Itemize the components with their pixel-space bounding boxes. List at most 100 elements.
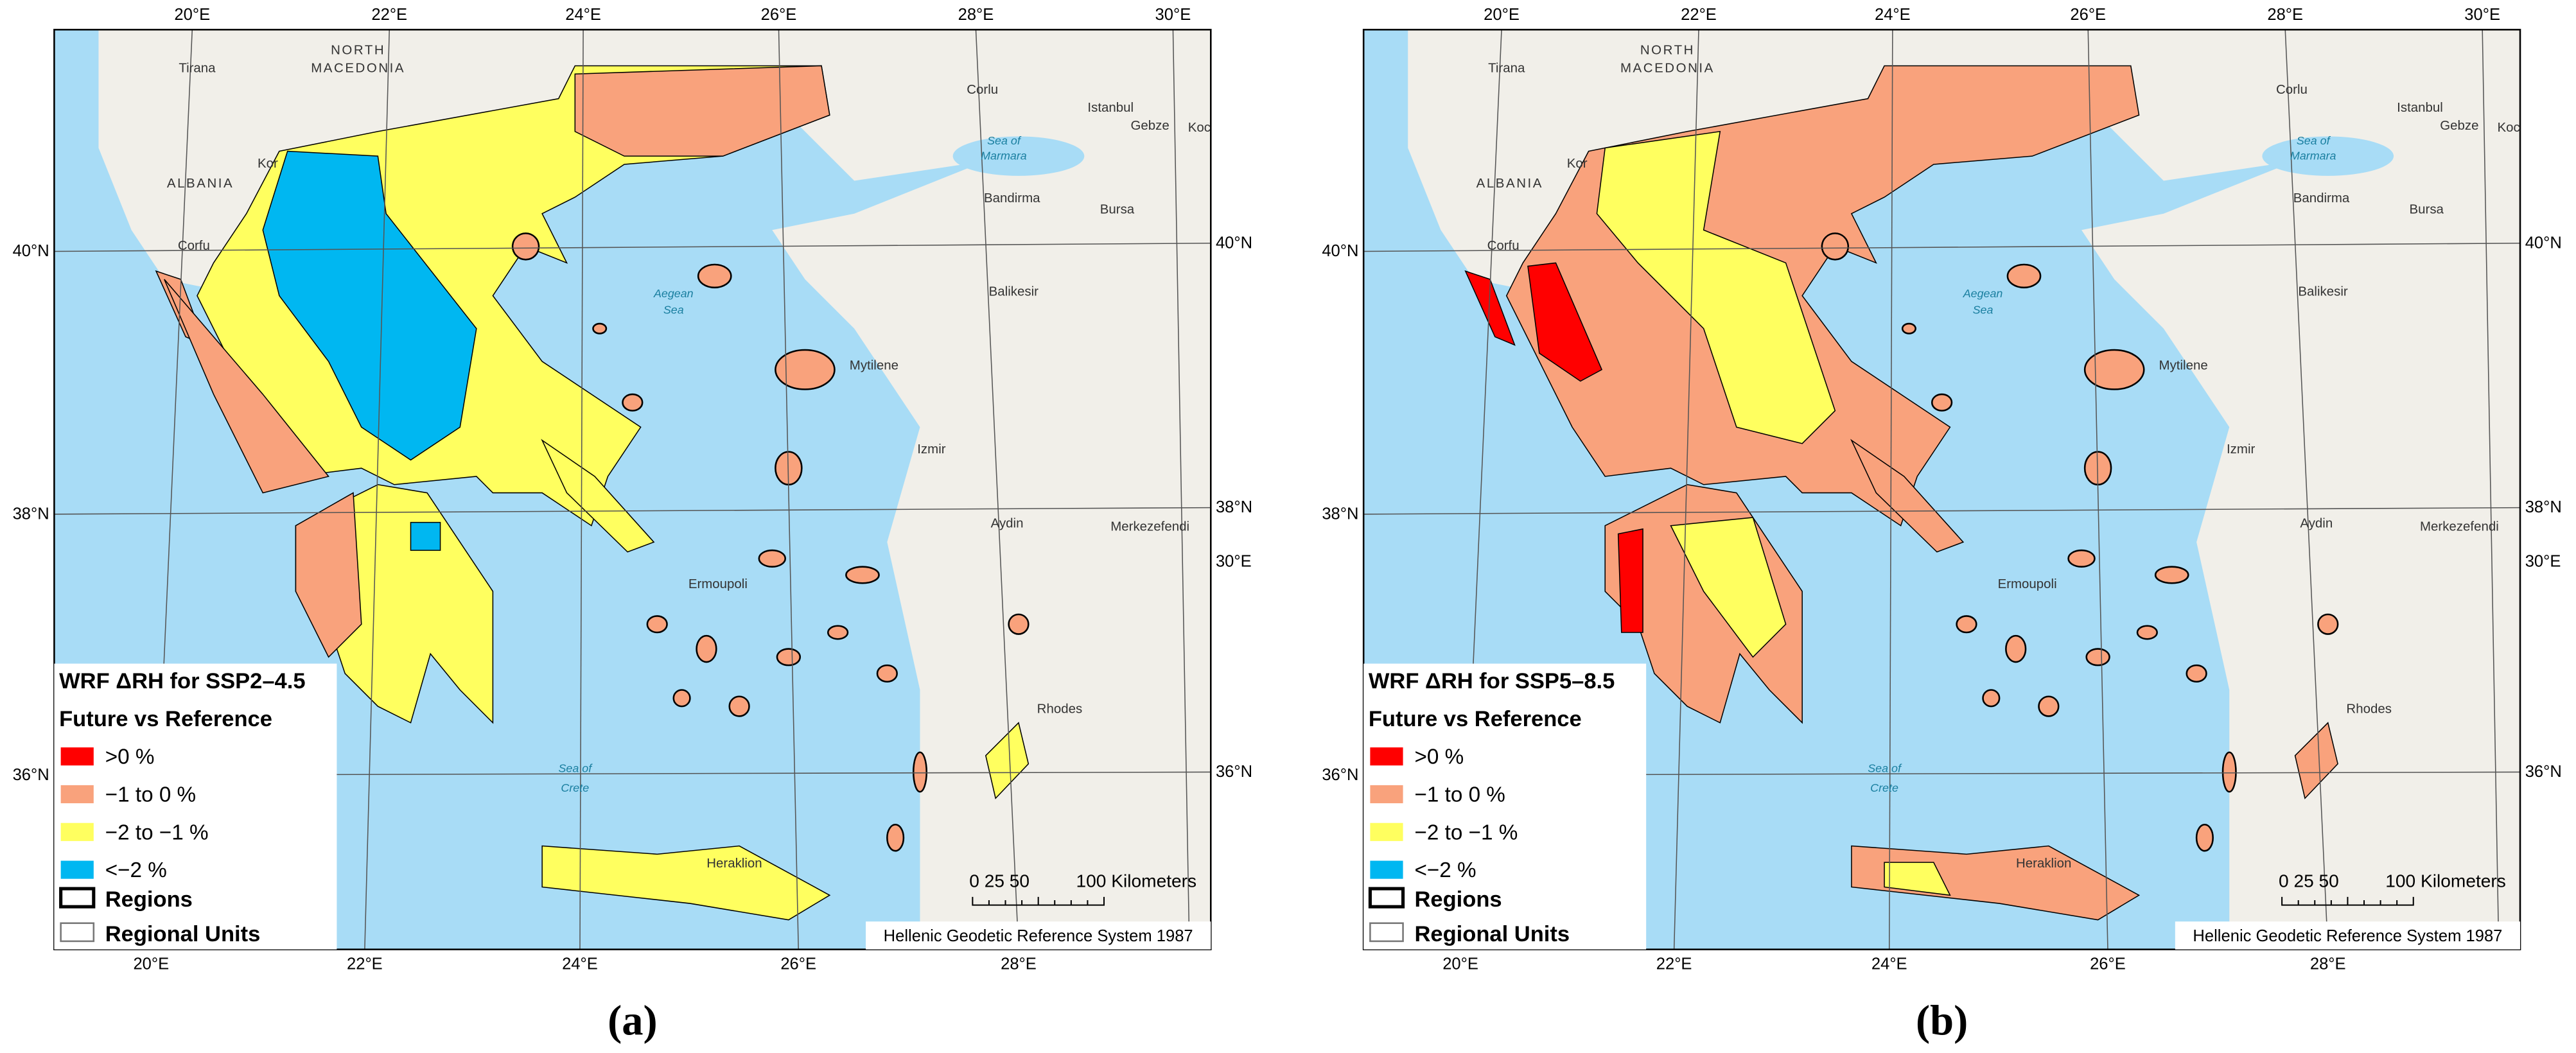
legend-label: >0 % [1414, 745, 1464, 769]
change-zone [1527, 262, 1603, 382]
graticule-line [778, 30, 799, 950]
island [1821, 232, 1850, 261]
island [758, 549, 787, 568]
place-label: Aydin [991, 516, 1024, 530]
place-label: Mytilene [2159, 358, 2208, 373]
place-label: Ermoupoli [1998, 577, 2057, 591]
graticule-label: 26°E [2090, 955, 2126, 973]
legend-title: WRF ΔRH for SSP5–8.5 [1369, 669, 1615, 693]
map-panel: 20°E 22°E 24°E 26°E 28°E 30°E 20°E 22°E 24°E 26°E… [13, 6, 1253, 1045]
sea-of-marmara [2262, 136, 2394, 176]
graticule-label: 20°E [1442, 955, 1478, 973]
island [622, 393, 644, 412]
place-label: Heraklion [706, 856, 762, 871]
legend-swatch [1370, 785, 1403, 804]
place-label: Sea [1973, 304, 1993, 317]
change-zone [164, 279, 329, 494]
graticule-label: 40°N [1322, 242, 1358, 260]
place-label: Merkezefendi [1110, 519, 1189, 534]
graticule-label: 36°N [1322, 766, 1358, 784]
legend-swatch [60, 922, 95, 943]
graticule-label: 36°N [2525, 763, 2562, 781]
legend-swatch [1370, 860, 1403, 879]
graticule-line [975, 30, 1019, 950]
place-label: Sea [663, 304, 684, 317]
place-label: Marmara [2290, 149, 2336, 162]
island [2038, 695, 2060, 717]
graticule-line [364, 30, 390, 950]
attribution: Hellenic Geodetic Reference System 1987 [884, 927, 1193, 945]
legend-label: −1 to 0 % [1414, 783, 1505, 806]
attribution-box [866, 921, 1211, 950]
graticule-label: 20°E [174, 6, 210, 24]
graticule-label: 38°N [2525, 498, 2562, 516]
graticule-label: 26°E [761, 6, 797, 24]
island [592, 322, 608, 335]
change-zone [541, 845, 831, 921]
graticule-line [579, 30, 584, 950]
map-frame [53, 28, 1212, 950]
island [1008, 613, 1030, 635]
graticule-line [1673, 30, 1699, 950]
island [2186, 664, 2207, 683]
graticule-label: 30°E [2464, 6, 2500, 24]
place-label: Crete [1870, 781, 1898, 794]
change-zone [1596, 130, 1836, 444]
map-frame [1362, 28, 2521, 950]
place-label: Sea of [2297, 134, 2331, 147]
place-label: Bursa [2410, 202, 2444, 217]
graticule-label: 38°N [1322, 505, 1358, 523]
island [696, 634, 717, 663]
scale-label: 0 25 50 [969, 871, 1030, 891]
island [845, 566, 880, 584]
island [2221, 751, 2237, 793]
legend-swatch [60, 822, 94, 841]
change-zone [985, 722, 1030, 799]
legend-label: Regions [105, 887, 193, 912]
place-label: Corfu [178, 238, 210, 253]
graticule-label: 38°N [13, 505, 49, 523]
island [511, 232, 540, 261]
island [672, 689, 691, 708]
graticule-label: 30°E [1216, 553, 1252, 571]
island [1931, 393, 1953, 412]
graticule-line [1172, 30, 1190, 950]
legend-label: −2 to −1 % [105, 821, 209, 844]
map-panel: 20°E 22°E 24°E 26°E 28°E 30°E 20°E 22°E 24°E 26°E… [1322, 6, 2562, 1045]
island [827, 625, 849, 640]
legend-label: Regional Units [105, 922, 261, 946]
change-zone [1884, 862, 1951, 896]
graticule-label: 22°E [371, 6, 407, 24]
legend-subtitle: Future vs Reference [59, 707, 272, 731]
island [728, 695, 750, 717]
place-label: Istanbul [1087, 100, 1134, 115]
place-label: Bandirma [984, 191, 1040, 205]
graticule-line [1363, 242, 2521, 252]
place-label: Corfu [1487, 238, 1520, 253]
graticule-label: 26°E [780, 955, 816, 973]
graticule-label: 28°E [958, 6, 994, 24]
place-label: ALBANIA [167, 176, 234, 191]
legend-label: <−2 % [1414, 858, 1476, 882]
island [697, 263, 732, 289]
place-label: Sea of [1868, 761, 1902, 774]
legend-subtitle: Future vs Reference [1369, 707, 1582, 731]
scale-bar [2281, 896, 2414, 906]
graticule-label: 28°E [2310, 955, 2346, 973]
graticule-label: 20°E [1484, 6, 1520, 24]
attribution: Hellenic Geodetic Reference System 1987 [2193, 927, 2502, 945]
place-label: Sea of [987, 134, 1022, 147]
place-label: Izmir [917, 442, 945, 457]
graticule-label: 22°E [347, 955, 383, 973]
legend-swatch [60, 785, 94, 804]
graticule-line [54, 242, 1211, 252]
place-label: Istanbul [2397, 100, 2443, 115]
graticule-label: 20°E [133, 955, 169, 973]
place-label: Rhodes [2346, 701, 2391, 716]
change-zone [1670, 517, 1787, 658]
graticule-label: 30°E [1155, 6, 1191, 24]
legend-swatch [1369, 922, 1404, 943]
place-label: NORTH [331, 43, 385, 58]
island [2085, 648, 2110, 666]
